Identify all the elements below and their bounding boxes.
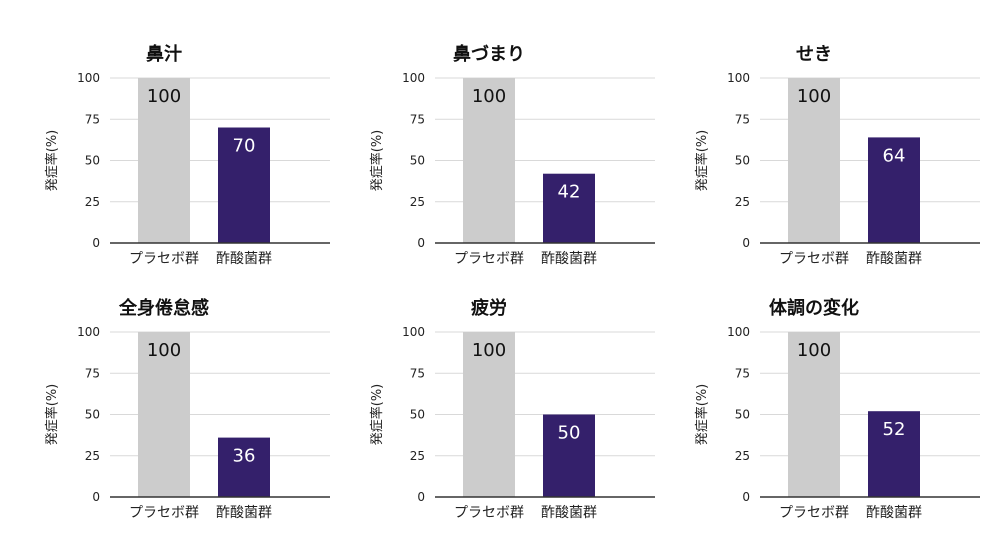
y-axis-label: 発症率(%) — [694, 130, 710, 192]
y-tick-label: 100 — [727, 325, 750, 339]
y-tick-label: 0 — [92, 236, 100, 250]
bar-chart-6: 体調の変化 0 25 50 75 100 発症率(%) 100 プラセボ群 52 酢酸菌群 — [694, 297, 980, 521]
y-tick-label: 0 — [742, 236, 750, 250]
y-tick-label: 100 — [77, 71, 100, 85]
chart-panel-4: 全身倦怠感 0 25 50 75 100 発症率(%) 100 プラセボ群 36 酢酸菌群 — [40, 294, 340, 544]
y-tick-label: 0 — [92, 490, 100, 504]
data-label: 64 — [883, 145, 906, 166]
data-label: 52 — [883, 419, 906, 440]
category-label: プラセボ群 — [454, 251, 524, 267]
y-tick-label: 75 — [735, 112, 750, 126]
category-label: プラセボ群 — [129, 251, 199, 267]
category-label: 酢酸菌群 — [866, 251, 922, 267]
bar — [788, 332, 840, 497]
y-tick-label: 100 — [402, 71, 425, 85]
category-label: プラセボ群 — [129, 505, 199, 521]
bar-chart-4: 全身倦怠感 0 25 50 75 100 発症率(%) 100 プラセボ群 36 酢酸菌群 — [44, 297, 330, 521]
y-axis-label: 発症率(%) — [44, 384, 60, 446]
y-tick-label: 75 — [85, 366, 100, 380]
data-label: 36 — [233, 446, 256, 467]
y-tick-label: 75 — [410, 112, 425, 126]
data-label: 100 — [472, 86, 506, 107]
bar — [543, 414, 595, 497]
category-label: 酢酸菌群 — [866, 505, 922, 521]
bar — [218, 437, 270, 497]
chart-title: 鼻づまり — [453, 43, 525, 65]
y-tick-label: 25 — [735, 195, 750, 209]
y-tick-label: 0 — [417, 490, 425, 504]
bar — [218, 127, 270, 243]
y-tick-label: 75 — [735, 366, 750, 380]
bar-chart-1: 鼻汁 0 25 50 75 100 発症率(%) 100 プラセボ群 70 酢酸菌群 — [44, 43, 330, 267]
category-label: 酢酸菌群 — [216, 251, 272, 267]
y-tick-label: 100 — [77, 325, 100, 339]
y-tick-label: 50 — [410, 408, 425, 422]
chart-panel-3: せき 0 25 50 75 100 発症率(%) 100 プラセボ群 64 酢酸菌群 — [690, 40, 990, 290]
y-tick-label: 25 — [410, 195, 425, 209]
y-tick-label: 75 — [85, 112, 100, 126]
y-axis-label: 発症率(%) — [44, 130, 60, 192]
bar-chart-3: せき 0 25 50 75 100 発症率(%) 100 プラセボ群 64 酢酸菌群 — [694, 44, 980, 267]
bar — [138, 78, 190, 243]
y-tick-label: 50 — [410, 154, 425, 168]
bar — [868, 137, 920, 243]
chart-panel-6: 体調の変化 0 25 50 75 100 発症率(%) 100 プラセボ群 52 酢酸菌群 — [690, 294, 990, 544]
chart-panel-5: 疲労 0 25 50 75 100 発症率(%) 100 プラセボ群 50 酢酸菌群 — [365, 294, 665, 544]
bar — [788, 78, 840, 243]
y-tick-label: 50 — [735, 408, 750, 422]
bar — [463, 332, 515, 497]
bar-chart-5: 疲労 0 25 50 75 100 発症率(%) 100 プラセボ群 50 酢酸菌群 — [369, 297, 655, 521]
bar-chart-2: 鼻づまり 0 25 50 75 100 発症率(%) 100 プラセボ群 42 酢酸菌群 — [369, 43, 655, 267]
y-tick-label: 0 — [742, 490, 750, 504]
chart-panel-1: 鼻汁 0 25 50 75 100 発症率(%) 100 プラセボ群 70 酢酸菌群 — [40, 40, 340, 290]
y-tick-label: 50 — [85, 408, 100, 422]
y-tick-label: 50 — [85, 154, 100, 168]
category-label: 酢酸菌群 — [541, 251, 597, 267]
y-tick-label: 25 — [85, 449, 100, 463]
y-tick-label: 25 — [410, 449, 425, 463]
chart-panel-2: 鼻づまり 0 25 50 75 100 発症率(%) 100 プラセボ群 42 酢酸菌群 — [365, 40, 665, 290]
y-tick-label: 25 — [735, 449, 750, 463]
bar — [543, 173, 595, 243]
y-tick-label: 100 — [727, 71, 750, 85]
data-label: 70 — [233, 136, 256, 157]
y-tick-label: 75 — [410, 366, 425, 380]
bar — [463, 78, 515, 243]
bar — [868, 411, 920, 497]
data-label: 100 — [797, 340, 831, 361]
y-tick-label: 25 — [85, 195, 100, 209]
bar — [138, 332, 190, 497]
y-tick-label: 100 — [402, 325, 425, 339]
category-label: プラセボ群 — [779, 251, 849, 267]
category-label: 酢酸菌群 — [216, 505, 272, 521]
category-label: プラセボ群 — [454, 505, 524, 521]
data-label: 100 — [147, 86, 181, 107]
chart-title: 体調の変化 — [769, 297, 859, 319]
data-label: 42 — [558, 182, 581, 203]
y-axis-label: 発症率(%) — [694, 384, 710, 446]
data-label: 50 — [558, 423, 581, 444]
data-label: 100 — [472, 340, 506, 361]
chart-title: せき — [796, 44, 832, 65]
category-label: 酢酸菌群 — [541, 505, 597, 521]
category-label: プラセボ群 — [779, 505, 849, 521]
y-axis-label: 発症率(%) — [369, 130, 385, 192]
data-label: 100 — [147, 340, 181, 361]
data-label: 100 — [797, 86, 831, 107]
chart-title: 疲労 — [471, 297, 507, 319]
y-axis-label: 発症率(%) — [369, 384, 385, 446]
y-tick-label: 50 — [735, 154, 750, 168]
chart-title: 鼻汁 — [146, 43, 182, 65]
y-tick-label: 0 — [417, 236, 425, 250]
chart-title: 全身倦怠感 — [118, 297, 209, 319]
